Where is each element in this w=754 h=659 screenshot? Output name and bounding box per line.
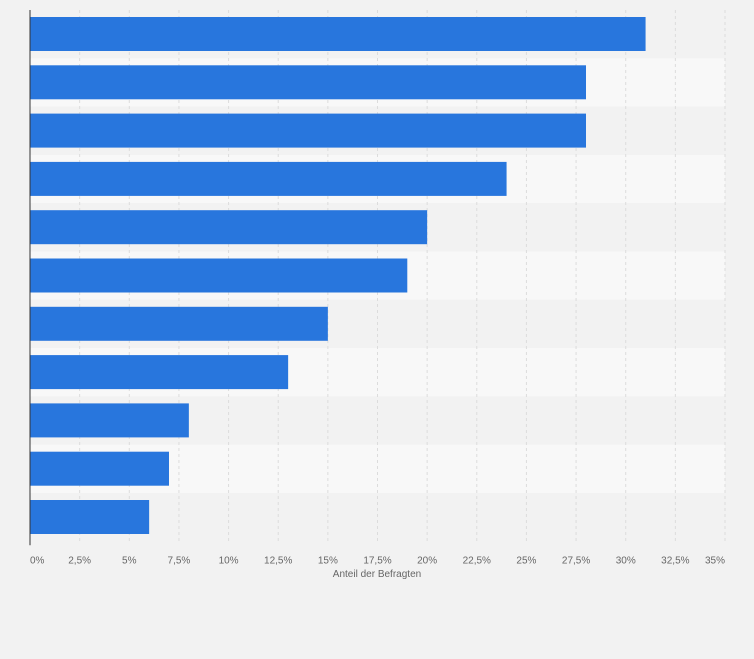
bar <box>30 500 150 534</box>
x-tick-label: 15% <box>318 555 338 566</box>
bar <box>30 355 289 390</box>
bar <box>30 17 646 51</box>
bar <box>30 403 189 438</box>
bar <box>30 161 507 196</box>
x-tick-label: 20% <box>417 555 437 566</box>
x-tick-labels: 0% 2,5% 5% 7,5% 10% 12,5% 15% 17,5% 20% 22,5% 25% 2… <box>30 555 725 566</box>
x-tick-label: 5% <box>122 555 137 566</box>
x-tick-label: 25% <box>516 555 536 566</box>
x-tick-label: 22,5% <box>463 555 491 566</box>
x-tick-label: 12,5% <box>264 555 292 566</box>
x-tick-label: 35% <box>705 555 725 566</box>
bar <box>30 113 586 148</box>
x-axis-title: Anteil der Befragten <box>333 569 421 580</box>
bar <box>30 258 408 293</box>
bars <box>30 17 646 534</box>
bar <box>30 210 428 245</box>
x-tick-label: 2,5% <box>68 555 91 566</box>
x-tick-label: 30% <box>616 555 636 566</box>
x-tick-label: 32,5% <box>661 555 689 566</box>
bar <box>30 65 586 100</box>
x-tick-label: 17,5% <box>363 555 391 566</box>
x-tick-label: 7,5% <box>168 555 191 566</box>
x-tick-label: 0% <box>30 555 45 566</box>
x-tick-label: 10% <box>219 555 239 566</box>
bar <box>30 451 169 486</box>
x-tick-label: 27,5% <box>562 555 590 566</box>
bar <box>30 306 328 341</box>
